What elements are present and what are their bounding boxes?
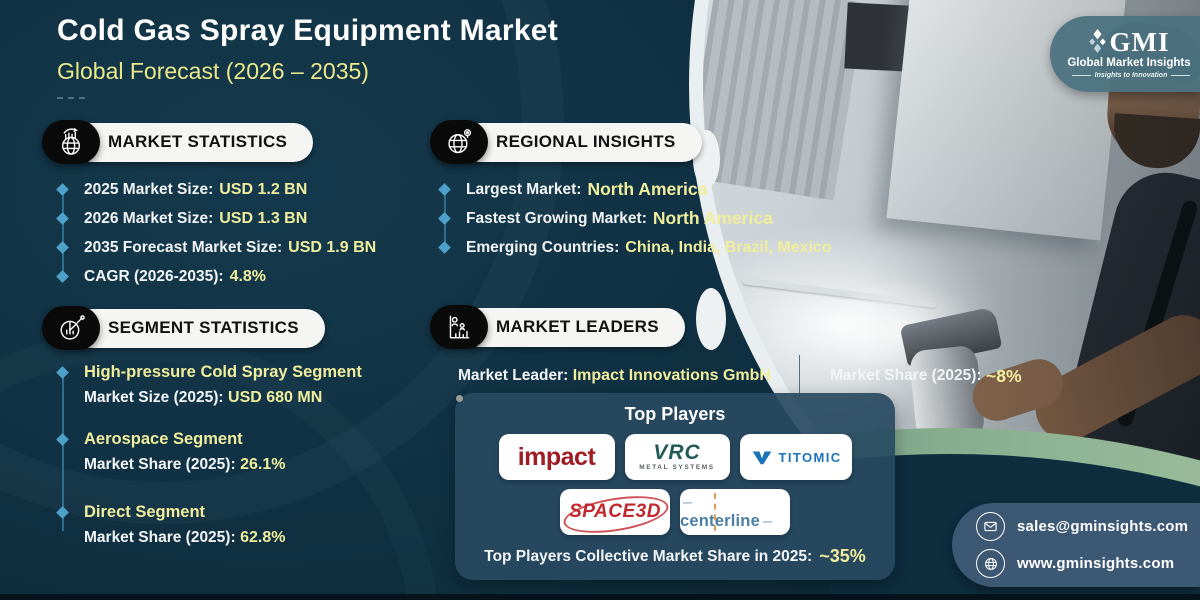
leader-value: Impact Innovations GmbH <box>572 367 771 384</box>
section-title: REGIONAL INSIGHTS <box>460 122 702 162</box>
section-header-market-statistics: MARKET STATISTICS <box>42 120 314 164</box>
segment-item: Aerospace Segment Market Share (2025): 2… <box>58 427 362 477</box>
vertical-divider <box>798 355 800 397</box>
stat-item: 2026 Market Size: USD 1.3 BN <box>58 204 376 233</box>
region-item: Emerging Countries: China, India, Brazil,… <box>440 233 832 262</box>
email-link[interactable]: sales@gminsights.com <box>976 512 1200 541</box>
section-title: MARKET LEADERS <box>460 307 685 347</box>
market-statistics-list: 2025 Market Size: USD 1.2 BN 2026 Market … <box>58 175 376 291</box>
logo-spee3d: SPACE3D <box>560 489 670 535</box>
gmi-logo: GMI Global Market Insights Insights to I… <box>1050 16 1200 92</box>
globe-chart-icon <box>42 120 100 164</box>
section-title: SEGMENT STATISTICS <box>72 308 325 348</box>
stat-item: 2025 Market Size: USD 1.2 BN <box>58 175 376 204</box>
logo-impact: impact <box>456 395 615 480</box>
regional-insights-list: Largest Market: North America Fastest Gro… <box>440 175 832 262</box>
dash-decoration <box>57 97 85 99</box>
crosshair-dash <box>714 493 716 531</box>
curve-blob-decoration <box>696 288 726 350</box>
pie-chart-magnifier-icon <box>42 306 100 350</box>
share-label: Market Share (2025): <box>829 367 982 384</box>
logo-vrc-metal-systems: VRC METAL SYSTEMS <box>624 434 730 480</box>
gmi-acronym: GMI <box>1109 27 1170 57</box>
section-title: MARKET STATISTICS <box>72 122 314 162</box>
gmi-name: Global Market Insights <box>1067 57 1191 69</box>
region-item: Fastest Growing Market: North America <box>440 204 832 233</box>
market-leader-row: Market Leader: Impact Innovations GmbH M… <box>458 355 1033 397</box>
stat-item: CAGR (2026-2035): 4.8% <box>58 262 376 291</box>
stat-item: 2035 Forecast Market Size: USD 1.9 BN <box>58 233 376 262</box>
section-header-market-leaders: MARKET LEADERS <box>430 305 685 349</box>
bottom-edge <box>0 594 1200 600</box>
page-title: Cold Gas Spray Equipment Market <box>57 14 559 47</box>
section-header-regional-insights: REGIONAL INSIGHTS <box>430 120 702 164</box>
segment-item: High-pressure Cold Spray Segment Market … <box>58 360 362 410</box>
top-players-panel: Top Players impact VRC METAL SYSTEMS TIT… <box>455 393 895 580</box>
impact-dot <box>456 395 463 402</box>
top-players-title: Top Players <box>624 404 726 424</box>
gmi-tagline: Insights to Innovation <box>1094 72 1168 79</box>
share-value: ~8% <box>986 365 1022 386</box>
page-subtitle: Global Forecast (2026 – 2035) <box>57 58 369 84</box>
leader-label: Market Leader: <box>458 367 569 384</box>
logo-centerline: centerline <box>680 489 790 535</box>
logo-titomic: TITOMIC <box>739 434 852 480</box>
globe-pin-icon <box>430 120 488 164</box>
leader-podium-icon <box>430 305 488 349</box>
region-item: Largest Market: North America <box>440 175 832 204</box>
section-header-segment-statistics: SEGMENT STATISTICS <box>42 306 325 350</box>
website-link[interactable]: www.gminsights.com <box>976 549 1200 578</box>
titomic-v-icon <box>752 451 771 464</box>
envelope-icon <box>976 512 1005 541</box>
globe-icon <box>976 549 1005 578</box>
segment-item: Direct Segment Market Share (2025): 62.8… <box>58 500 362 550</box>
collective-share: Top Players Collective Market Share in 2… <box>484 546 866 566</box>
segment-statistics-list: High-pressure Cold Spray Segment Market … <box>58 360 362 567</box>
gmi-diamond-icon <box>1088 29 1106 53</box>
contact-panel: sales@gminsights.com www.gminsights.com <box>952 503 1200 587</box>
